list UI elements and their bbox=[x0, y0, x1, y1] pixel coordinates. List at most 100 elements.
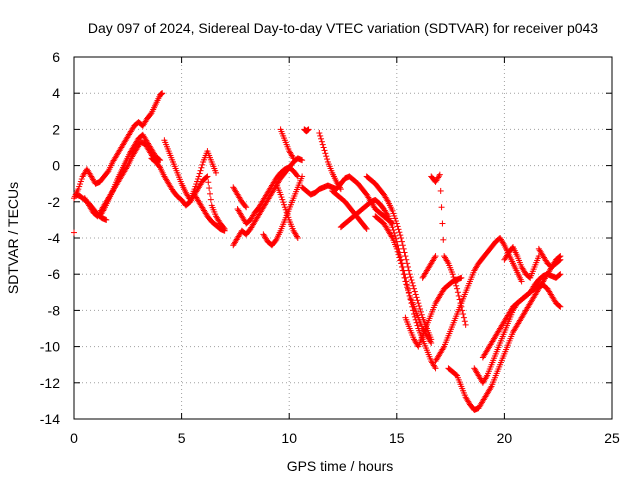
data-point bbox=[404, 260, 411, 267]
data-point bbox=[458, 274, 465, 281]
data-point bbox=[460, 311, 467, 318]
data-point bbox=[336, 184, 343, 191]
data-point bbox=[393, 245, 400, 252]
y-axis-label: SDTVAR / TECUs bbox=[5, 182, 21, 294]
data-point bbox=[518, 278, 525, 285]
data-point bbox=[205, 179, 212, 186]
data-point bbox=[283, 209, 290, 216]
data-point bbox=[408, 276, 415, 283]
data-point bbox=[404, 284, 411, 291]
data-point bbox=[427, 338, 434, 345]
data-point bbox=[284, 211, 291, 218]
data-point bbox=[388, 233, 395, 240]
data-point bbox=[384, 197, 391, 204]
data-point bbox=[279, 196, 286, 203]
data-point bbox=[415, 300, 422, 307]
data-point bbox=[398, 263, 405, 270]
data-point bbox=[460, 314, 467, 321]
data-point bbox=[305, 126, 312, 133]
data-point bbox=[281, 204, 288, 211]
data-point bbox=[394, 248, 401, 255]
data-point bbox=[413, 294, 420, 301]
data-point bbox=[390, 227, 397, 234]
data-point bbox=[411, 313, 418, 320]
data-point bbox=[417, 305, 424, 312]
data-point bbox=[394, 223, 401, 230]
data-point bbox=[198, 164, 205, 171]
data-point bbox=[207, 196, 214, 203]
data-point bbox=[400, 245, 407, 252]
data-point bbox=[436, 171, 443, 178]
data-point bbox=[403, 281, 410, 288]
data-point bbox=[413, 319, 420, 326]
data-point bbox=[392, 215, 399, 222]
data-point bbox=[455, 292, 462, 299]
data-point bbox=[438, 204, 445, 211]
data-point bbox=[398, 235, 405, 241]
data-point bbox=[384, 211, 391, 218]
y-tick-label: -4 bbox=[48, 230, 61, 246]
data-point bbox=[402, 253, 409, 260]
data-point bbox=[453, 282, 460, 289]
data-point bbox=[406, 271, 413, 278]
data-point bbox=[409, 279, 416, 286]
data-point bbox=[401, 249, 408, 256]
data-point bbox=[414, 297, 421, 304]
data-point bbox=[204, 173, 211, 180]
y-tick-label: -12 bbox=[40, 375, 60, 391]
data-point bbox=[439, 220, 446, 227]
y-tick-label: 6 bbox=[52, 49, 60, 65]
data-point bbox=[432, 365, 439, 372]
data-point bbox=[456, 296, 463, 303]
data-point bbox=[500, 240, 507, 247]
data-point bbox=[395, 226, 402, 233]
data-point bbox=[324, 156, 331, 163]
grid-lines bbox=[74, 57, 612, 419]
data-point bbox=[389, 207, 396, 214]
x-tick-label: 10 bbox=[281, 430, 297, 446]
data-point bbox=[451, 276, 458, 283]
x-tick-label: 25 bbox=[604, 430, 620, 446]
data-point bbox=[203, 174, 210, 181]
data-point bbox=[289, 153, 296, 160]
data-point bbox=[404, 263, 411, 270]
data-point bbox=[400, 271, 407, 278]
data-point bbox=[299, 157, 306, 164]
y-tick-label: -6 bbox=[48, 266, 61, 282]
data-point bbox=[196, 170, 203, 177]
data-point bbox=[322, 150, 329, 157]
data-point bbox=[450, 274, 457, 281]
data-markers bbox=[71, 90, 564, 413]
data-point bbox=[428, 339, 435, 346]
data-point bbox=[395, 251, 402, 258]
data-point bbox=[318, 138, 325, 145]
data-point bbox=[391, 212, 398, 219]
data-point bbox=[410, 282, 417, 289]
data-point bbox=[194, 178, 201, 185]
data-point bbox=[156, 156, 163, 163]
chart-title: Day 097 of 2024, Sidereal Day-to-day VTE… bbox=[88, 20, 598, 36]
data-point bbox=[199, 161, 206, 168]
data-point bbox=[392, 235, 399, 242]
x-axis-label: GPS time / hours bbox=[287, 458, 394, 474]
data-point bbox=[78, 175, 85, 182]
data-point bbox=[194, 175, 201, 182]
data-point bbox=[454, 285, 461, 292]
data-point bbox=[76, 183, 83, 190]
data-point bbox=[299, 173, 306, 180]
data-point bbox=[401, 274, 408, 281]
data-point bbox=[323, 153, 330, 160]
data-point bbox=[389, 224, 396, 231]
data-point bbox=[556, 303, 563, 310]
data-point bbox=[316, 130, 323, 137]
x-tick-label: 15 bbox=[389, 430, 405, 446]
data-point bbox=[417, 308, 424, 315]
data-point bbox=[195, 173, 202, 180]
data-point bbox=[321, 147, 328, 154]
data-point bbox=[440, 345, 447, 352]
y-tick-label: 2 bbox=[52, 121, 60, 137]
data-point bbox=[397, 232, 404, 239]
data-point bbox=[399, 267, 406, 274]
